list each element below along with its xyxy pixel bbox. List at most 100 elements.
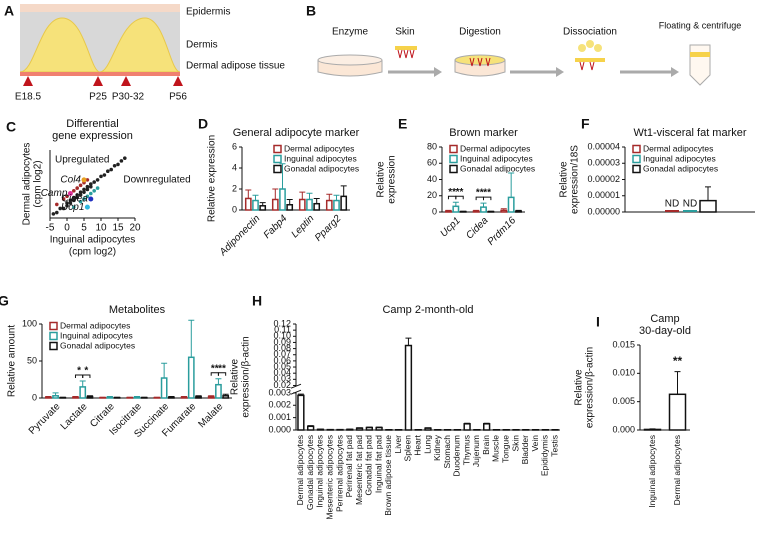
point [72, 198, 76, 203]
error-bar [222, 393, 229, 396]
panel-letter: E [398, 116, 407, 132]
point [65, 201, 69, 205]
x-tick-label: Spleen [403, 435, 413, 462]
y-tick-label: 0 [432, 206, 437, 216]
error-bar [299, 191, 306, 200]
x-tick-label: Adiponectin [217, 213, 263, 259]
error-bar [86, 395, 93, 397]
point [95, 186, 100, 190]
skin-hairs [469, 57, 491, 67]
y-tick-label: 0.08 [273, 343, 291, 353]
y-tick-label: 0.00001 [587, 190, 620, 200]
y-tick-label: 0.12 [273, 318, 291, 328]
gene-point [67, 191, 73, 197]
chart-title: Metabolites [109, 304, 166, 316]
y-tick-label: 0.00000 [587, 206, 620, 216]
y-tick-label: 0.05 [273, 361, 291, 371]
y-tick-label: 0.00003 [587, 158, 620, 168]
legend-swatch [449, 154, 458, 164]
bar [375, 426, 383, 431]
point [75, 193, 79, 197]
x-tick-label: Inguinal adipocytes [315, 435, 325, 508]
point [112, 163, 117, 168]
panel-letter: D [198, 116, 208, 132]
chart-title: Camp 2-month-old [382, 304, 473, 316]
panel-b: B Enzyme Skin Digestion Dissociation Flo… [306, 3, 741, 86]
point [65, 203, 69, 208]
panel-letter: A [4, 3, 14, 19]
x-tick-label: 20 [129, 223, 141, 234]
bar [160, 377, 168, 399]
y-tick-label: 0.03 [273, 374, 291, 384]
y-tick-label: 0.005 [612, 396, 635, 406]
point [106, 169, 110, 174]
point [99, 174, 103, 179]
bar [279, 188, 286, 211]
dish-top [454, 54, 506, 66]
bar [404, 344, 413, 431]
error-bar [326, 193, 333, 201]
significance-bracket [217, 372, 227, 376]
error-bar [72, 396, 79, 398]
point [85, 194, 90, 199]
step-label: Dissociation [563, 27, 617, 38]
y-tick-label: 0 [32, 392, 37, 402]
point [55, 202, 59, 207]
legend-label: Dermal adipocytes [460, 143, 530, 153]
y-axis-label: (cpm log2) [33, 160, 44, 207]
significance: ** [476, 188, 484, 199]
y-axis-label: Relative [559, 161, 570, 198]
legend-label: Inguinal adipocytes [284, 153, 357, 163]
axis-break [290, 383, 302, 395]
error-bar [500, 208, 507, 211]
bar [307, 425, 315, 431]
bar [507, 196, 515, 213]
legend-label: Gonadal adipocytes [643, 163, 718, 173]
y-tick-label: 2 [232, 183, 237, 193]
y-axis-label: expression/18S [570, 145, 581, 214]
legend-swatch [49, 331, 58, 341]
tube [689, 44, 711, 86]
error-bar [674, 371, 681, 395]
y-tick-label: 0.02 [273, 380, 291, 390]
legend-swatch [273, 154, 282, 164]
gene-label: Camp [41, 188, 68, 199]
x-tick-label: Perirenal adipocytes [334, 435, 344, 512]
legend-label: Dermal adipocytes [284, 143, 354, 153]
series-label: Downregulated [123, 175, 190, 186]
error-bar [195, 395, 202, 397]
error-bar [252, 194, 259, 201]
bar [133, 396, 141, 399]
y-tick-label: 0.07 [273, 349, 291, 359]
x-tick-label: Pparg2 [313, 213, 344, 244]
chart-title: gene expression [52, 130, 133, 142]
significance: ** [218, 363, 226, 374]
bar [668, 393, 687, 431]
point [92, 180, 96, 184]
x-tick-label: Brain [481, 435, 491, 455]
point [85, 184, 90, 189]
bar [699, 199, 717, 213]
x-tick-label: Malate [196, 401, 225, 430]
point [55, 210, 59, 215]
y-tick-label: 0 [232, 204, 237, 214]
y-tick-label: 0.04 [273, 368, 291, 378]
point [89, 182, 93, 186]
legend-swatch [49, 341, 58, 351]
floating-layer [690, 52, 710, 57]
bar [215, 383, 222, 399]
y-axis-label: Relative [574, 369, 585, 406]
bar [222, 395, 230, 399]
step-label: Enzyme [332, 27, 369, 38]
layer-label: Dermis [186, 40, 218, 51]
cell [594, 44, 602, 52]
timepoint: P30-32 [112, 92, 145, 103]
x-tick-label: Dermal adipocytes [672, 435, 682, 505]
point [75, 186, 79, 190]
error-bar [279, 163, 286, 189]
time-marker [121, 76, 131, 86]
timepoint: E18.5 [15, 92, 42, 103]
cell [586, 40, 594, 48]
